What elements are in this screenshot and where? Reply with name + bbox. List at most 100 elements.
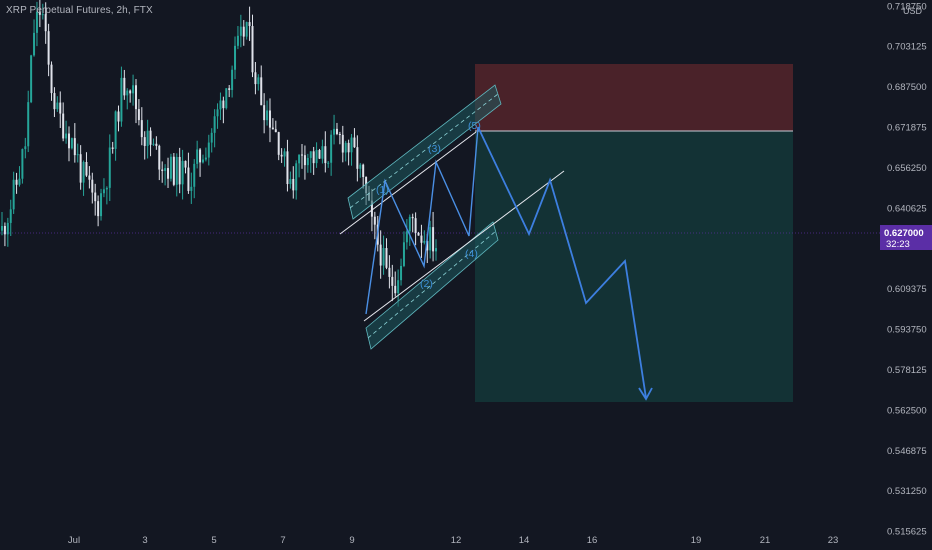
candle-body (341, 134, 344, 153)
candle-body (79, 154, 82, 183)
candle-body (6, 222, 9, 235)
price-axis[interactable]: 0.718750 0.703125 0.687500 0.671875 0.656250… (887, 1, 927, 537)
time-axis[interactable]: Jul 3 5 7 9 12 14 16 19 21 23 (68, 535, 838, 546)
price-tick-label: 0.703125 (887, 42, 927, 53)
candle-body (47, 31, 50, 65)
elliott-wave-path[interactable] (365, 126, 479, 315)
candle-body (286, 151, 289, 185)
candle-body (356, 147, 359, 169)
candle-body (295, 163, 298, 191)
candle-body (280, 154, 283, 157)
candle-body (137, 109, 140, 121)
candle-body (207, 142, 210, 158)
candle-body (50, 64, 53, 94)
date-tick-label: 3 (142, 535, 147, 546)
candle-body (114, 111, 117, 149)
candle-body (172, 156, 175, 185)
stop-loss-zone (475, 64, 793, 131)
candle-body (169, 156, 172, 179)
current-price-countdown: 32:23 (886, 239, 910, 250)
price-tick-label: 0.718750 (887, 1, 927, 12)
candle-body (266, 110, 269, 121)
candle-body (333, 128, 336, 135)
candle-body (309, 151, 312, 158)
candle-body (347, 142, 350, 153)
candle-body (33, 32, 36, 56)
price-tick-label: 0.546875 (887, 446, 927, 457)
currency-label[interactable]: USD (902, 6, 922, 16)
candle-body (18, 178, 21, 185)
candle-body (231, 69, 234, 90)
main-channel-lines[interactable] (339, 131, 565, 322)
candle-body (187, 167, 190, 191)
projection-path[interactable] (477, 126, 653, 401)
date-tick-label: 12 (451, 535, 462, 546)
price-tick-label: 0.656250 (887, 163, 927, 174)
price-tick-label: 0.687500 (887, 82, 927, 93)
wave-label-3: (3) (428, 143, 441, 155)
candle-body (178, 156, 181, 185)
candle-body (134, 85, 137, 110)
price-tick-label: 0.578125 (887, 365, 927, 376)
candle-body (301, 154, 304, 156)
candle-body (245, 22, 248, 37)
candle-body (65, 133, 68, 139)
candle-body (219, 100, 222, 110)
candle-body (312, 151, 315, 164)
candle-body (277, 132, 280, 155)
upper-channel-box[interactable] (347, 84, 502, 220)
candle-body (405, 231, 408, 243)
candle-body (414, 218, 417, 233)
date-tick-label: 16 (587, 535, 598, 546)
candle-body (102, 189, 105, 194)
candle-body (388, 267, 391, 277)
date-tick-label: 21 (760, 535, 771, 546)
price-tick-label: 0.671875 (887, 123, 927, 134)
candle-body (400, 265, 403, 281)
candle-body (91, 179, 94, 193)
candle-body (190, 186, 193, 191)
candle-body (435, 248, 437, 252)
candle-body (152, 143, 155, 145)
candle-body (140, 120, 143, 138)
wave-label-1: (1) (376, 184, 389, 196)
candle-body (70, 138, 73, 149)
candle-body (426, 240, 429, 251)
candle-body (204, 157, 207, 160)
candle-body (268, 110, 271, 128)
candle-body (292, 178, 295, 191)
symbol-title[interactable]: XRP Perpetual Futures, 2h, FTX (6, 5, 153, 16)
candle-body (97, 201, 100, 217)
price-tick-label: 0.531250 (887, 486, 927, 497)
candle-body (228, 88, 231, 90)
short-position-tool[interactable] (475, 64, 793, 402)
lower-channel-box[interactable] (365, 221, 499, 350)
candle-body (408, 216, 411, 232)
candle-body (370, 200, 373, 217)
candle-body (27, 102, 30, 147)
candle-body (15, 179, 18, 185)
candle-body (306, 157, 309, 166)
candle-body (155, 143, 158, 146)
candle-body (30, 55, 33, 103)
current-price-value: 0.627000 (884, 228, 924, 239)
candle-body (373, 216, 376, 225)
candle-body (362, 164, 365, 177)
candle-body (248, 22, 251, 27)
candle-body (175, 156, 178, 185)
candle-body (21, 149, 24, 179)
candle-body (335, 128, 338, 134)
candle-body (394, 285, 397, 294)
candle-body (225, 88, 228, 109)
candle-body (193, 163, 196, 187)
candle-body (303, 155, 306, 166)
candle-body (429, 227, 432, 251)
candle-body (12, 179, 15, 210)
candle-body (201, 159, 204, 163)
candle-body (234, 45, 237, 70)
candle-body (123, 77, 126, 96)
candle-body (260, 77, 263, 106)
candle-body (108, 147, 111, 188)
candle-body (321, 146, 324, 159)
